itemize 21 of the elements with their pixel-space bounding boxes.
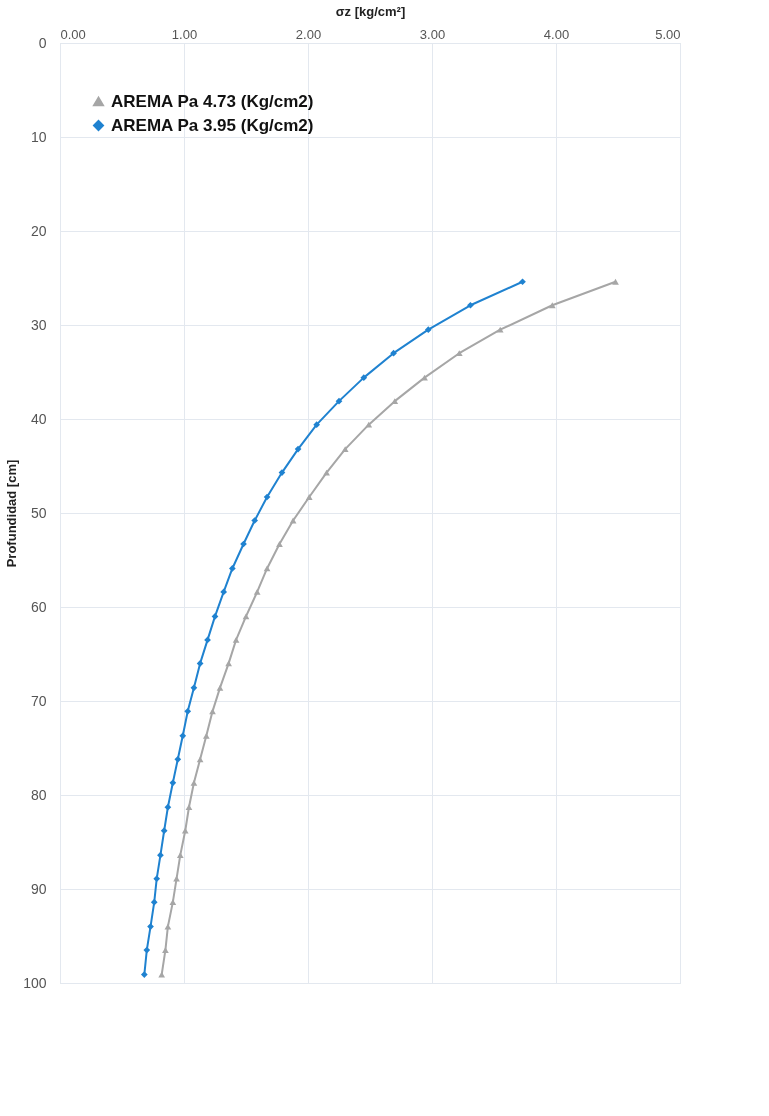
x-tick-label: 1.00 xyxy=(171,26,198,42)
y-tick-label: 10 xyxy=(30,128,47,145)
y-tick-label: 80 xyxy=(30,786,47,803)
x-axis-title: σz [kg/cm²] xyxy=(335,3,406,19)
y-tick-label: 40 xyxy=(30,410,47,427)
x-tick-label: 2.00 xyxy=(295,26,322,42)
x-tick-label: 3.00 xyxy=(419,26,446,42)
legend-label: AREMA Pa 4.73 (Kg/cm2) xyxy=(111,91,314,111)
y-tick-label: 30 xyxy=(30,316,47,333)
y-tick-label: 70 xyxy=(30,692,47,709)
y-tick-label: 20 xyxy=(30,222,47,239)
y-tick-label: 60 xyxy=(30,598,47,615)
y-axis-title: Profundidad [cm] xyxy=(4,459,20,568)
y-tick-label: 50 xyxy=(30,504,47,521)
x-tick-label: 4.00 xyxy=(543,26,570,42)
legend-label: AREMA Pa 3.95 (Kg/cm2) xyxy=(111,115,314,135)
y-tick-label: 0 xyxy=(38,34,47,51)
y-tick-label: 100 xyxy=(23,974,47,991)
x-tick-label: 5.00 xyxy=(655,26,681,42)
y-tick-label: 90 xyxy=(30,880,47,897)
x-tick-label: 0.00 xyxy=(60,26,86,42)
